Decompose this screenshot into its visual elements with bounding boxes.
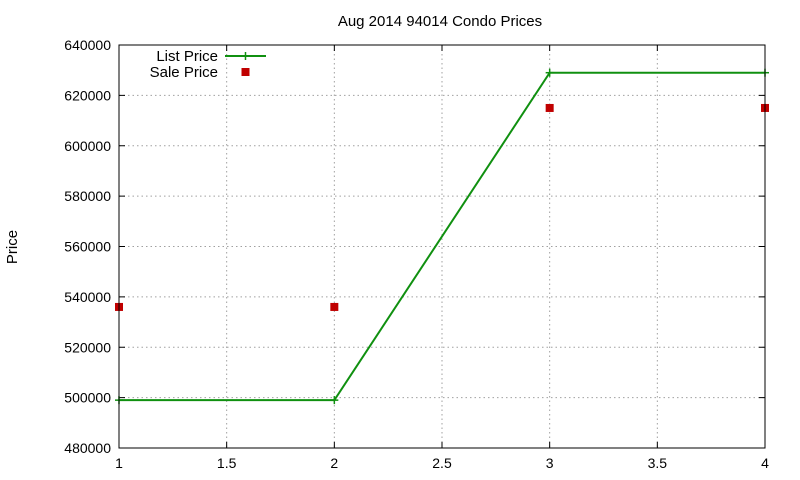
x-tick-label: 4 [761,455,769,471]
series-layer [115,68,769,405]
y-tick-label: 560000 [64,239,111,255]
x-tick-labels: 1 1.5 2 2.5 3 3.5 4 [115,455,769,471]
y-tick-label: 580000 [64,188,111,204]
y-tick-label: 520000 [64,339,111,355]
x-tick-label: 2.5 [432,455,452,471]
x-tick-label: 2 [330,455,338,471]
legend-label: List Price [156,48,218,65]
y-tick-label: 480000 [64,440,111,456]
grid-lines [119,45,765,448]
data-point [545,68,554,77]
y-tick-label: 620000 [64,87,111,103]
y-axis-label: Price [4,230,21,264]
legend-label: Sale Price [150,64,218,81]
y-tick-label: 540000 [64,289,111,305]
x-tick-label: 3.5 [648,455,668,471]
x-tick-label: 1 [115,455,123,471]
y-tick-labels: 480000 500000 520000 540000 560000 580000 6000… [64,37,111,456]
data-point [330,302,339,311]
y-tick-label: 600000 [64,138,111,154]
legend-marker [241,52,250,60]
legend-marker [241,68,250,76]
y-tick-label: 500000 [64,390,111,406]
x-tick-label: 1.5 [217,455,237,471]
data-point [545,103,554,112]
data-point [330,396,339,405]
series-line [119,71,765,402]
chart-title: Aug 2014 94014 Condo Prices [338,13,542,30]
series-0 [115,68,769,405]
plot-frame [118,44,766,449]
x-tick-label: 3 [546,455,554,471]
y-tick-label: 640000 [64,37,111,53]
